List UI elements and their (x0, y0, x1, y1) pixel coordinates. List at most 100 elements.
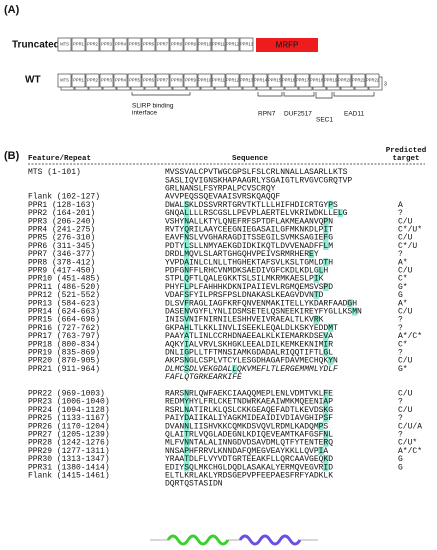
domain-box (267, 73, 282, 88)
highlight (318, 446, 324, 455)
domain-box (225, 37, 240, 52)
domain-box (57, 37, 72, 52)
box-label: PPR1 (73, 78, 85, 83)
highlight (337, 209, 343, 218)
feature: PPR8 (378-412) (28, 258, 95, 267)
predicted-target: G* (398, 365, 408, 374)
highlight (183, 233, 190, 242)
feature: PPR6 (311-345) (28, 242, 95, 251)
sequence: PAAYATLINLCCRHDNAEEALKLKIEMARKDSEVA (165, 332, 333, 341)
highlight (183, 397, 190, 406)
predicted-target: A*/C* (398, 332, 422, 341)
predicted-target: C/U (398, 308, 413, 317)
box-label: PPR6 (143, 78, 155, 83)
highlight (323, 241, 329, 250)
box-label: MTS (60, 78, 69, 83)
highlight (347, 299, 353, 308)
highlight (327, 356, 334, 365)
feature: MTS (1-101) (28, 168, 81, 177)
predicted-target: A* (398, 299, 408, 308)
domain-box (183, 73, 198, 88)
tag-label: MRFP (276, 41, 299, 50)
domain-box (113, 73, 128, 88)
sequence: PDTYLSLLNMYAEKGDIDKIKQTLDVVENADFFLM (165, 242, 333, 251)
feature: PPR21 (911-964) (28, 365, 100, 374)
domain-label: DUF2517 (284, 111, 312, 118)
sequence: PHYFLPLFAHHHKDKNIPAIIEVLRGMQEMSVSPD (165, 283, 333, 292)
predicted-target: C/U (398, 234, 413, 243)
bracket (333, 92, 375, 97)
highlight (323, 282, 329, 291)
predicted-target: G (398, 455, 403, 464)
highlight (183, 340, 190, 349)
box-label: PPR15 (268, 78, 282, 83)
sequence: GRLNANSLFSYRPALPCVSCRQY (165, 185, 276, 194)
highlight (183, 315, 190, 324)
sequence: NNSAPHFRRVLKNNDAFQMEGVEAYKKLLQVPIA (165, 447, 328, 456)
sequence: DNLIGPLLTFTMNSIAMKGDADALRIQQTIFTLGL (165, 349, 333, 358)
highlight (318, 266, 324, 275)
domain-box (127, 73, 142, 88)
domain-box (309, 73, 324, 88)
box-label: PPR3 (101, 42, 113, 47)
panel-label: (B) (4, 150, 20, 162)
sequence: STPLQFTLQALEGKKTSLSILMKRMKAESLPIK (165, 275, 324, 284)
box-label: PPR13 (240, 42, 254, 47)
domain-box (85, 37, 100, 52)
predicted-target: ? (398, 414, 403, 423)
predicted-target: ? (398, 398, 403, 407)
domain-box (211, 37, 226, 52)
box-label: PPR21 (352, 78, 366, 83)
sequence: GKPAHLTLKKLINVLISEEKLEQALDLKSKYEDDMT (165, 324, 338, 333)
bracket (131, 92, 191, 96)
feature: Flank (102-127) (28, 193, 100, 202)
sequence: ELTLKRLAKLYRDSGEPVPFEEPAESFRFYADKLK (165, 472, 333, 481)
sequence: INISVNIFNIRNILESHHVEIVRAEALTLKVRK (165, 316, 324, 325)
highlight (183, 438, 190, 447)
predicted-target: C/U (398, 267, 413, 276)
feature: PPR20 (870-905) (28, 357, 100, 366)
domain-box (197, 37, 212, 52)
sequence: VDAFSFYILPRSFPSLDNAKASLKEAGVDVNTD (165, 291, 324, 300)
domain-label: SLIRP binding (132, 103, 174, 110)
predicted-target: C* (398, 275, 408, 284)
helix-illustration (150, 534, 318, 546)
feature: Flank (1415-1461) (28, 472, 110, 481)
domain-box (57, 73, 72, 88)
feature: PPR22 (969-1003) (28, 390, 105, 399)
box-label: PPR11 (212, 78, 226, 83)
highlight (327, 200, 334, 209)
predicted-target: C/U (398, 217, 413, 226)
highlight (313, 274, 319, 283)
highlight (183, 323, 190, 332)
domain-box (197, 73, 212, 88)
highlight (323, 414, 329, 423)
domain-box (99, 73, 114, 88)
highlight (323, 455, 329, 464)
predicted-target: ? (398, 324, 403, 333)
highlight (183, 291, 190, 300)
feature: PPR24 (1094-1128) (28, 406, 110, 415)
highlight (183, 414, 190, 423)
highlight (183, 455, 190, 464)
highlight (323, 258, 329, 267)
box-label: PPR4 (115, 78, 127, 83)
helix (238, 534, 302, 546)
highlight (183, 225, 190, 234)
sequence: DASENVGYFLYNLIDSMSETELQSNEEKIREYFYGLLKSM… (165, 308, 362, 317)
box-label: PPR10 (198, 42, 212, 47)
highlight (183, 348, 190, 357)
feature: PPR18 (800-834) (28, 340, 100, 349)
feature: PPR3 (206-240) (28, 217, 95, 226)
highlight (183, 241, 190, 250)
domain-box (253, 73, 268, 88)
domain-box (71, 37, 86, 52)
domain-box (183, 37, 198, 52)
domain-label: RPN7 (258, 111, 276, 118)
sequence: AQKYIALVRVLSKHGKLEEALDILKEMKEKNIMIR (165, 340, 333, 349)
box-label: PPR17 (296, 78, 310, 83)
highlight (183, 389, 190, 398)
feature: PPR13 (584-623) (28, 299, 100, 308)
box-label: 3 (384, 81, 387, 87)
